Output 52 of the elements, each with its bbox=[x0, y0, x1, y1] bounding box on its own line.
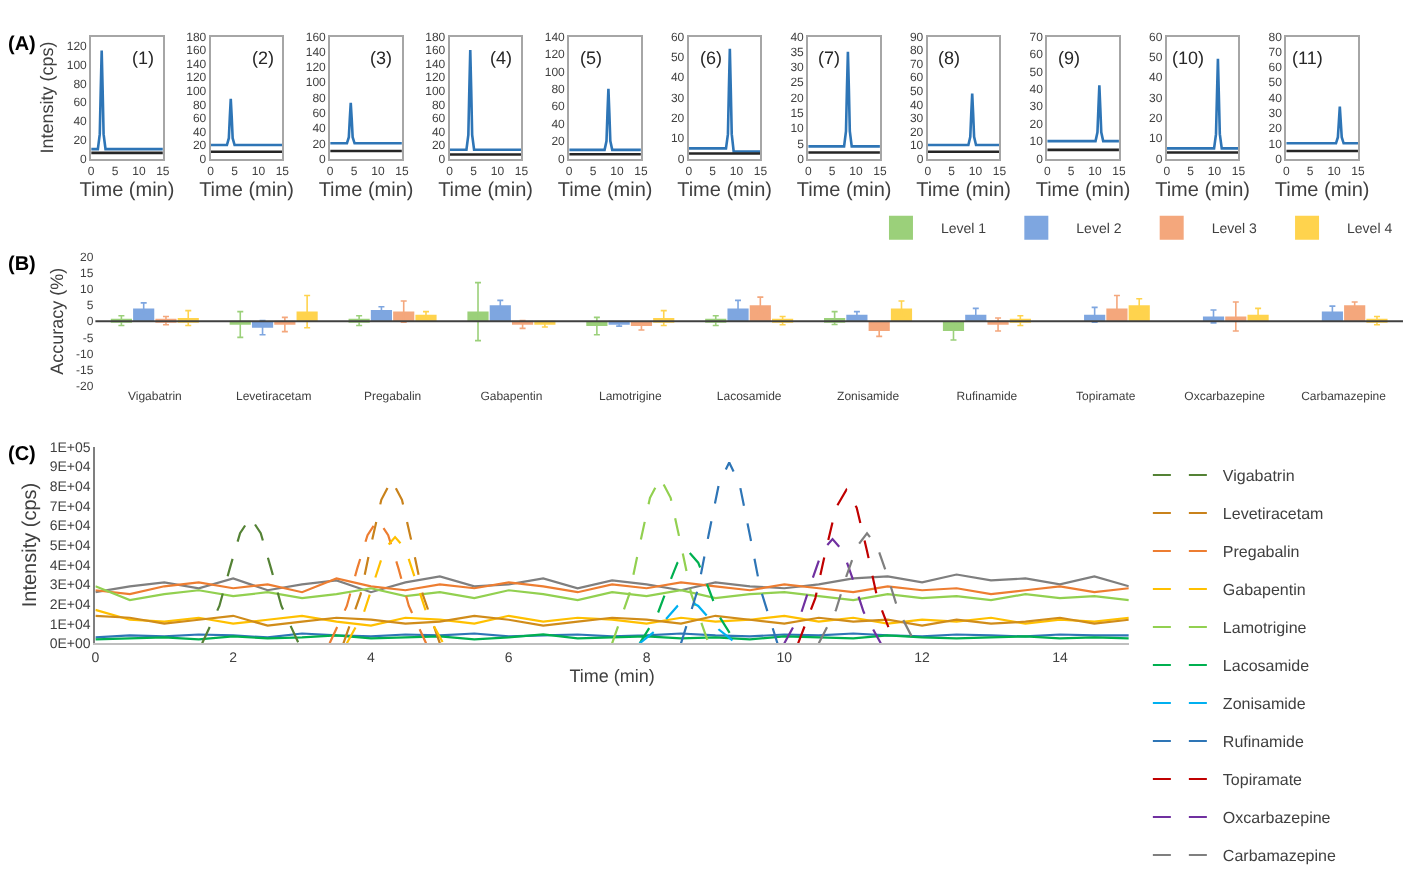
legend-label: Vigabatrin bbox=[1222, 467, 1295, 486]
x-axis-title: Time (min) bbox=[79, 179, 175, 202]
text: (C) bbox=[8, 444, 36, 466]
line-series bbox=[449, 48, 522, 152]
legend-label: Rufinamide bbox=[1222, 733, 1305, 752]
legend-label: Oxcarbazepine bbox=[1222, 809, 1332, 828]
line-series bbox=[808, 50, 880, 148]
y-axis-title: Accuracy (%) bbox=[46, 267, 67, 375]
x-axis-title: Time (min) bbox=[318, 179, 414, 202]
x-axis-title: Time (min) bbox=[199, 179, 294, 202]
line-series bbox=[783, 538, 882, 644]
text: (A) bbox=[8, 34, 36, 56]
legend-label: Carbamazepine bbox=[1222, 847, 1337, 866]
line-series bbox=[1047, 84, 1119, 143]
legend-label: Pregabalin bbox=[1222, 543, 1300, 562]
y-axis-title: Intensity (cps) bbox=[19, 482, 42, 608]
y-axis-title: Intensity (cps) bbox=[37, 41, 58, 154]
line-series bbox=[210, 97, 283, 147]
line-series bbox=[91, 49, 163, 151]
x-axis-title: Time (min) bbox=[569, 666, 655, 687]
text: (7) bbox=[818, 48, 840, 68]
legend-label: Zonisamide bbox=[1222, 695, 1307, 714]
legend-label: Gabapentin bbox=[1222, 581, 1306, 600]
line-series bbox=[330, 101, 402, 145]
text: (8) bbox=[938, 48, 960, 68]
x-axis-title: Time (min) bbox=[916, 179, 1011, 202]
bar bbox=[1344, 305, 1366, 322]
x-axis-title: Time (min) bbox=[1155, 179, 1251, 202]
text: (9) bbox=[1058, 48, 1080, 68]
text: (4) bbox=[490, 48, 512, 68]
x-axis-title: Time (min) bbox=[677, 179, 772, 202]
legend-label: Lamotrigine bbox=[1222, 619, 1308, 638]
x-axis-title: Time (min) bbox=[796, 179, 892, 202]
text: (2) bbox=[252, 48, 274, 68]
x-axis-title: Time (min) bbox=[1274, 179, 1370, 202]
text: (10) bbox=[1172, 48, 1205, 68]
text: (5) bbox=[580, 48, 602, 68]
line-series bbox=[927, 92, 1000, 147]
line-series bbox=[1286, 105, 1358, 145]
line-series bbox=[638, 598, 738, 644]
line-series bbox=[569, 87, 641, 152]
line-series bbox=[688, 47, 761, 153]
x-axis-title: Time (min) bbox=[438, 179, 533, 202]
text: (B) bbox=[8, 254, 36, 276]
text: (1) bbox=[132, 48, 154, 68]
x-axis-title: Time (min) bbox=[557, 179, 653, 202]
text: (11) bbox=[1292, 48, 1323, 68]
x-axis-title: Time (min) bbox=[1035, 179, 1131, 202]
text: (3) bbox=[370, 48, 392, 68]
legend-label: Levetiracetam bbox=[1222, 505, 1325, 524]
text: (6) bbox=[700, 48, 722, 68]
legend-label: Topiramate bbox=[1222, 771, 1304, 790]
